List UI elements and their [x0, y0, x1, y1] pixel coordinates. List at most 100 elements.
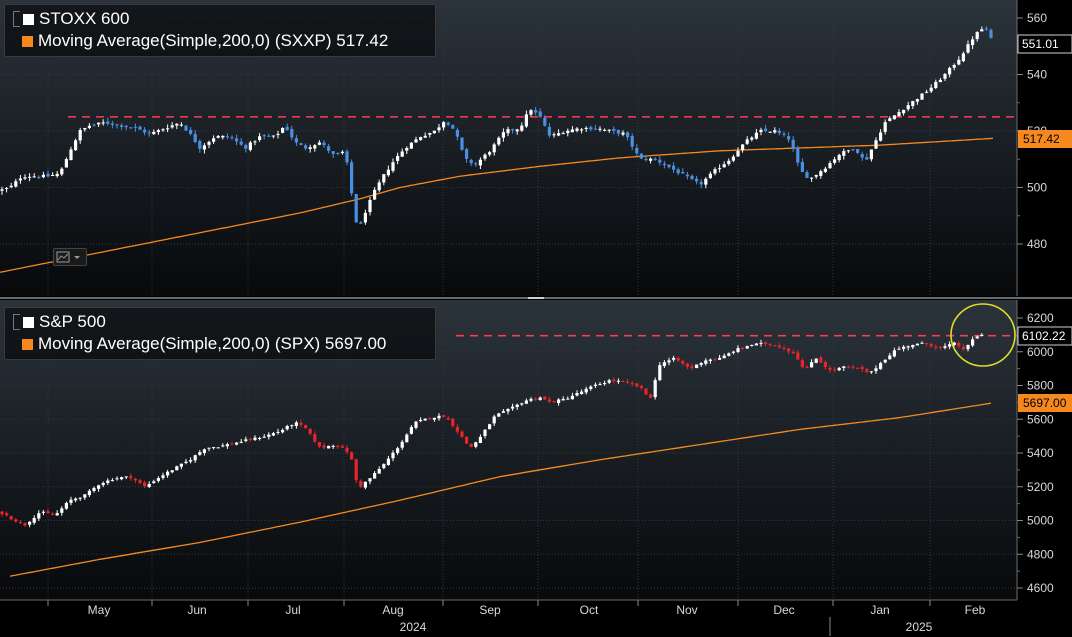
candle-body	[78, 497, 82, 499]
bottom-panel-legend[interactable]: S&P 500 Moving Average(Simple,200,0) (SP…	[4, 307, 436, 360]
candle-body	[46, 511, 50, 514]
bottom-price-axis: 4600 4800 5000 5200 5400 5600 5800 6000 6200 6102…	[1016, 300, 1072, 600]
candle-body	[216, 136, 220, 138]
candle-body	[561, 398, 565, 401]
candle-body	[768, 131, 772, 133]
candle-body	[78, 130, 82, 141]
candle-body	[368, 199, 372, 213]
candle-body	[83, 128, 87, 130]
candle-body	[483, 154, 487, 159]
candle-body	[593, 384, 597, 386]
candle-body	[97, 485, 101, 489]
candle-body	[492, 416, 496, 424]
candle-body	[511, 129, 515, 131]
candle-body	[584, 388, 588, 393]
candle-body	[322, 142, 326, 146]
highlight-circle	[950, 303, 1016, 367]
candle-body	[340, 151, 344, 153]
candle-body	[350, 162, 354, 194]
candle-body	[667, 164, 671, 168]
candle-body	[837, 367, 841, 371]
candle-body	[846, 366, 850, 368]
candle-body	[695, 364, 699, 369]
candle-body	[350, 452, 354, 460]
candle-body	[501, 132, 505, 138]
stoxx600-candles	[0, 26, 993, 225]
legend-entry-sp500[interactable]: S&P 500	[13, 311, 427, 333]
candle-body	[258, 438, 262, 439]
candle-body	[124, 125, 128, 128]
candle-body	[869, 371, 873, 373]
candle-body	[166, 471, 170, 476]
candle-body	[460, 431, 464, 437]
candle-body	[782, 348, 786, 350]
candle-body	[865, 369, 869, 373]
legend-entry-moving-average[interactable]: Moving Average(Simple,200,0) (SXXP) 517.…	[13, 30, 427, 52]
candle-body	[943, 74, 947, 79]
candle-body	[552, 134, 556, 136]
candle-body	[327, 445, 331, 449]
candle-body	[598, 128, 602, 130]
candle-body	[902, 346, 906, 349]
candle-body	[368, 478, 372, 482]
candle-body	[442, 122, 446, 128]
month-label: Dec	[773, 603, 794, 617]
candle-body	[396, 155, 400, 161]
candle-body	[92, 124, 96, 126]
candle-body	[478, 436, 482, 443]
candle-body	[64, 503, 68, 509]
candle-body	[469, 160, 473, 164]
candle-body	[336, 445, 340, 447]
candle-body	[952, 342, 956, 345]
candle-body	[478, 159, 482, 166]
candle-body	[285, 126, 289, 130]
candle-body	[327, 146, 331, 151]
candle-body	[175, 466, 179, 471]
candle-body	[110, 480, 114, 482]
legend-entry-moving-average[interactable]: Moving Average(Simple,200,0) (SPX) 5697.…	[13, 333, 427, 355]
candle-body	[971, 339, 975, 346]
candle-body	[639, 385, 643, 388]
candle-body	[166, 128, 170, 130]
candle-body	[718, 168, 722, 170]
legend-entry-stoxx600[interactable]: STOXX 600	[13, 8, 427, 30]
candle-body	[239, 141, 243, 145]
candle-body	[676, 169, 680, 174]
candle-body	[253, 141, 257, 143]
last-price-label: 551.01	[1022, 37, 1059, 51]
candle-body	[566, 398, 570, 400]
candle-body	[28, 521, 32, 525]
candle-body	[860, 154, 864, 158]
candle-body	[345, 151, 349, 163]
candle-body	[791, 139, 795, 149]
candle-body	[143, 129, 147, 133]
top-panel-legend[interactable]: STOXX 600 Moving Average(Simple,200,0) (…	[4, 4, 436, 57]
candle-body	[736, 348, 740, 352]
month-label: Feb	[965, 603, 986, 617]
candle-body	[929, 344, 933, 347]
candle-body	[704, 360, 708, 364]
candle-body	[699, 363, 703, 365]
candle-body	[777, 130, 781, 134]
candle-body	[276, 133, 280, 135]
candle-body	[616, 130, 620, 134]
chart-type-button[interactable]	[53, 248, 87, 266]
candle-body	[543, 117, 547, 126]
candle-body	[754, 343, 758, 346]
candle-body	[681, 172, 685, 174]
candle-body	[156, 130, 160, 133]
candle-body	[428, 133, 432, 135]
candle-body	[455, 427, 459, 432]
candle-body	[331, 151, 335, 154]
candle-body	[741, 347, 745, 349]
candle-body	[621, 132, 625, 135]
candle-body	[87, 125, 91, 128]
candle-body	[575, 128, 579, 131]
candle-body	[727, 353, 731, 356]
candle-body	[938, 79, 942, 83]
last-price-label: 6102.22	[1022, 329, 1066, 343]
candle-body	[796, 147, 800, 163]
candle-body	[828, 367, 832, 370]
bottom-moving-average	[9, 402, 992, 577]
